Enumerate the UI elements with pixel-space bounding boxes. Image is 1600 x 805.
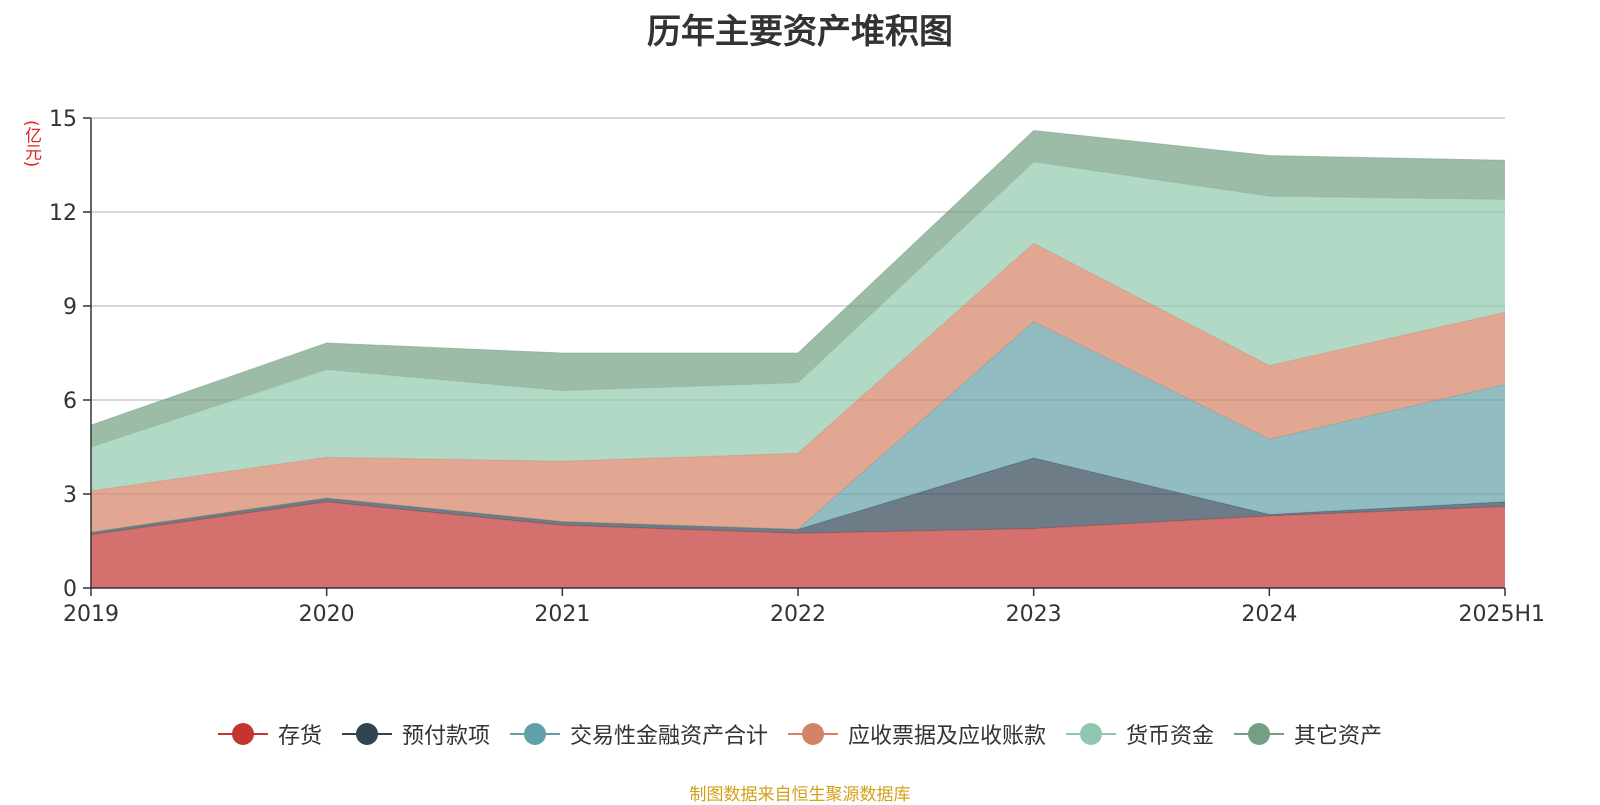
legend-item[interactable]: 预付款项 xyxy=(341,718,490,750)
legend-marker-icon xyxy=(1066,723,1117,745)
legend-label: 其它资产 xyxy=(1294,724,1383,749)
area-series-2 xyxy=(91,321,1505,533)
x-tick-label: 2021 xyxy=(534,602,590,627)
area-series-line-5 xyxy=(90,129,1506,426)
legend-item[interactable]: 存货 xyxy=(217,718,322,750)
area-series-0 xyxy=(91,501,1505,588)
legend-label: 货币资金 xyxy=(1126,724,1215,749)
x-tick-label: 2019 xyxy=(63,602,119,627)
legend-marker-icon xyxy=(788,723,838,745)
y-tick-label: 6 xyxy=(63,389,77,414)
legend-label: 交易性金融资产合计 xyxy=(569,724,768,749)
y-tick-label: 3 xyxy=(63,483,77,508)
x-tick-label: 2025H1 xyxy=(1458,602,1545,627)
stacked-area-chart: 0 3 6 9 12 15 2019 2020 2021 2022 2023 2024 2025H1 xyxy=(49,107,1545,627)
legend-marker-icon xyxy=(341,723,392,745)
legend-label: 应收票据及应收账款 xyxy=(848,724,1047,749)
legend-item[interactable]: 货币资金 xyxy=(1066,718,1214,750)
legend-item[interactable]: 应收票据及应收账款 xyxy=(788,718,1046,750)
y-axis-unit-label: (亿元) xyxy=(21,120,41,168)
y-tick-label: 0 xyxy=(63,577,77,602)
x-tick-label: 2020 xyxy=(299,602,355,627)
legend-item[interactable]: 交易性金融资产合计 xyxy=(509,718,768,750)
legend-marker-icon xyxy=(1234,723,1285,745)
y-tick-label: 9 xyxy=(63,295,77,320)
legend-marker-icon xyxy=(509,723,560,745)
x-tick-label: 2023 xyxy=(1006,602,1062,627)
y-tick-label: 15 xyxy=(49,107,77,132)
legend-marker-icon xyxy=(217,723,268,745)
area-series-1 xyxy=(91,458,1505,535)
area-series-3 xyxy=(91,243,1505,533)
x-tick-label: 2024 xyxy=(1241,602,1297,627)
area-series-5 xyxy=(91,130,1505,447)
legend-label: 存货 xyxy=(277,724,322,749)
legend-label: 预付款项 xyxy=(401,724,490,749)
x-tick-label: 2022 xyxy=(770,602,826,627)
area-series-4 xyxy=(91,161,1505,491)
y-tick-label: 12 xyxy=(49,201,77,226)
chart-legend: 存货 预付款项 交易性金融资产合计 应收票据及应收账款 货币资金 其它资产 xyxy=(0,718,1600,750)
legend-item[interactable]: 其它资产 xyxy=(1234,718,1382,750)
chart-title: 历年主要资产堆积图 xyxy=(647,12,953,52)
data-source-note: 制图数据来自恒生聚源数据库 xyxy=(689,785,911,805)
